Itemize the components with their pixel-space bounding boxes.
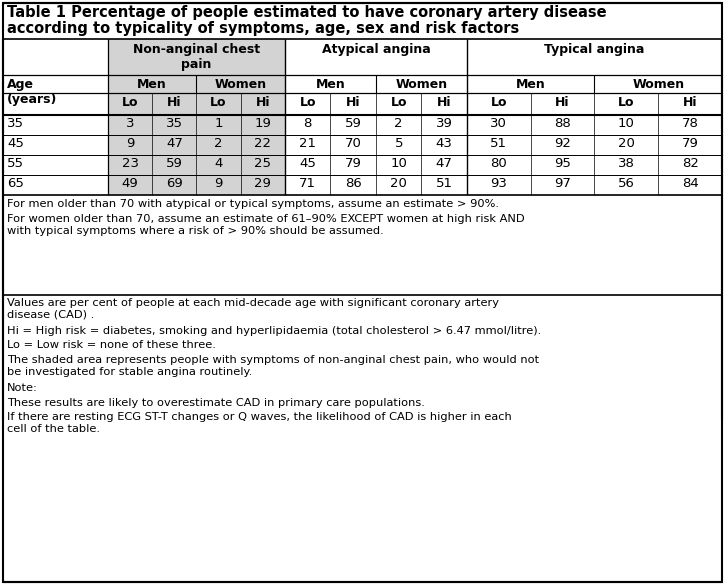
Text: 47: 47 [166,137,183,150]
Text: 30: 30 [490,117,507,130]
Text: Lo: Lo [122,96,138,109]
Text: Atypical angina: Atypical angina [322,43,431,56]
Text: 80: 80 [491,157,508,170]
Text: Men: Men [516,78,546,91]
Text: 59: 59 [345,117,362,130]
Text: 65: 65 [7,177,24,190]
Text: Hi: Hi [167,96,182,109]
Text: 22: 22 [254,137,271,150]
Text: Non-anginal chest
pain: Non-anginal chest pain [133,43,260,71]
Text: Men: Men [137,78,167,91]
Text: 25: 25 [254,157,271,170]
Text: Hi = High risk = diabetes, smoking and hyperlipidaemia (total cholesterol > 6.47: Hi = High risk = diabetes, smoking and h… [7,326,542,336]
Text: 79: 79 [682,137,699,150]
Text: 20: 20 [390,177,407,190]
Text: 97: 97 [554,177,571,190]
Text: 35: 35 [166,117,183,130]
Text: Lo: Lo [210,96,227,109]
Bar [108,39,285,195]
Text: 9: 9 [126,137,134,150]
Text: 21: 21 [299,137,316,150]
Text: 2: 2 [215,137,223,150]
Text: according to typicality of symptoms, age, sex and risk factors: according to typicality of symptoms, age… [7,21,519,36]
Text: Hi: Hi [256,96,270,109]
Text: 84: 84 [682,177,698,190]
Text: 69: 69 [166,177,183,190]
Text: Typical angina: Typical angina [544,43,645,56]
Text: 78: 78 [682,117,699,130]
Text: 8: 8 [304,117,312,130]
Text: 38: 38 [618,157,635,170]
Text: Hi: Hi [437,96,452,109]
Text: Women: Women [395,78,447,91]
Text: 20: 20 [618,137,635,150]
Text: 51: 51 [436,177,452,190]
Text: 3: 3 [126,117,134,130]
Text: Values are per cent of people at each mid-decade age with significant coronary a: Values are per cent of people at each mi… [7,298,499,319]
Text: 59: 59 [166,157,183,170]
Text: 56: 56 [618,177,635,190]
Text: 70: 70 [345,137,362,150]
Text: 45: 45 [299,157,316,170]
Text: 82: 82 [682,157,699,170]
Text: 19: 19 [254,117,271,130]
Text: Women: Women [632,78,684,91]
Text: 49: 49 [122,177,138,190]
Text: 45: 45 [7,137,24,150]
Text: Lo = Low risk = none of these three.: Lo = Low risk = none of these three. [7,340,216,350]
Text: Hi: Hi [683,96,697,109]
Text: 92: 92 [554,137,571,150]
Text: 47: 47 [436,157,452,170]
Text: Hi: Hi [346,96,360,109]
Text: 5: 5 [394,137,403,150]
Text: Hi: Hi [555,96,570,109]
Text: These results are likely to overestimate CAD in primary care populations.: These results are likely to overestimate… [7,397,425,408]
Text: 95: 95 [554,157,571,170]
Text: 79: 79 [345,157,362,170]
Text: 88: 88 [554,117,571,130]
Text: Lo: Lo [491,96,507,109]
Text: For women older than 70, assume an estimate of 61–90% EXCEPT women at high risk : For women older than 70, assume an estim… [7,214,525,236]
Text: 39: 39 [436,117,452,130]
Text: 29: 29 [254,177,271,190]
Text: 1: 1 [215,117,223,130]
Text: Table 1 Percentage of people estimated to have coronary artery disease: Table 1 Percentage of people estimated t… [7,5,607,20]
Text: 43: 43 [436,137,452,150]
Text: 10: 10 [618,117,635,130]
Text: Women: Women [215,78,267,91]
Text: For men older than 70 with atypical or typical symptoms, assume an estimate > 90: For men older than 70 with atypical or t… [7,199,499,209]
Text: 2: 2 [394,117,403,130]
Text: Age
(years): Age (years) [7,78,57,106]
Text: 4: 4 [215,157,223,170]
Text: Men: Men [315,78,345,91]
Text: 71: 71 [299,177,316,190]
Text: 93: 93 [490,177,507,190]
Text: The shaded area represents people with symptoms of non-anginal chest pain, who w: The shaded area represents people with s… [7,355,539,377]
Text: 86: 86 [345,177,362,190]
Text: Lo: Lo [391,96,407,109]
Text: 10: 10 [390,157,407,170]
Text: Note:: Note: [7,383,38,393]
Text: 9: 9 [215,177,223,190]
Text: If there are resting ECG ST-T changes or Q waves, the likelihood of CAD is highe: If there are resting ECG ST-T changes or… [7,412,512,433]
Text: 55: 55 [7,157,24,170]
Text: 35: 35 [7,117,24,130]
Text: Lo: Lo [299,96,316,109]
Text: 23: 23 [122,157,138,170]
Text: Lo: Lo [618,96,634,109]
Text: 51: 51 [490,137,507,150]
